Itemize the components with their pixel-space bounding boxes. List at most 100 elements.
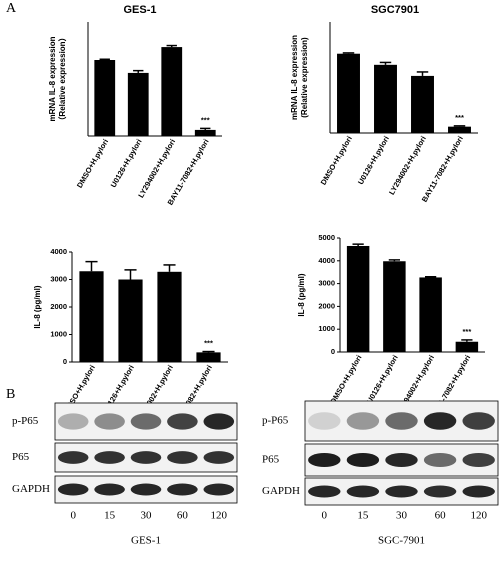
x-tick-label: DMSO+H.pylori [75,137,110,189]
blot-band [57,451,89,464]
bar [383,261,406,352]
x-tick-label: LY294002+H.pylori [387,134,428,196]
y-axis-label: (Relative expression) [300,37,309,118]
lane-label: 60 [435,510,447,522]
blot-band [167,483,198,496]
bar [118,279,143,362]
error-bar [124,269,137,280]
panel-label: A [6,1,17,16]
chart-title: GES-1 [123,4,156,16]
y-tick-label: 3000 [318,279,335,288]
bar [346,245,370,352]
blot-band [203,451,235,464]
blot-band [130,451,162,464]
blot-band [57,483,89,496]
lane-label: 0 [70,510,76,522]
blot-band [130,483,162,496]
y-tick-label: 0 [331,347,335,356]
error-bar [352,243,364,246]
x-tick-label: BAY11-7082+H.pylori [420,134,465,203]
y-tick-label: 3000 [50,274,67,283]
blot-band [130,413,162,430]
bar [161,47,183,136]
blot-band [57,413,89,430]
blot-band [308,412,341,430]
bar [448,126,471,133]
blot-band [203,483,235,496]
lane-label: 15 [357,510,369,522]
blot-band [94,483,125,496]
y-tick-label: 5000 [318,233,335,242]
cell-line-label: SGC-7901 [378,535,425,547]
blot-band [462,412,495,430]
bar [374,64,397,133]
x-tick-label: U0126+H.pylori [365,353,400,405]
blot-band [423,485,457,498]
panel-label: B [6,387,15,402]
blot-band [94,451,125,464]
y-axis-label: （Relative expression） [57,33,67,124]
error-bar [461,339,473,342]
y-axis-label: mRNA IL-8 expression [48,36,57,121]
cell-line-label: GES-1 [131,535,161,547]
bar [157,271,182,362]
blot-band [462,485,495,498]
y-axis-label: IL-8 (pg/ml) [33,285,42,328]
blot-band [346,412,380,430]
bar [79,271,104,362]
blot-band [167,451,198,464]
y-tick-label: 0 [63,357,67,366]
y-axis-label: mRNA IL-8 expression [290,35,299,120]
bar [337,53,360,133]
lane-label: 120 [470,510,487,522]
x-tick-label: LY294002+H.pylori [136,137,177,199]
blot-band [423,412,457,430]
blot-band [167,413,198,430]
bar [419,277,442,352]
y-tick-label: 1000 [318,324,335,333]
lane-label: 30 [396,510,408,522]
blot-row-label: P65 [12,451,30,463]
error-bar [99,58,110,60]
lane-label: 60 [177,510,189,522]
y-axis-label: IL-8 (pg/ml) [297,273,306,316]
error-bar [388,259,400,262]
blot-row-label: GAPDH [12,483,50,495]
error-bar [166,44,177,48]
error-bar [416,71,429,76]
x-tick-label: DMSO+H.pylori [328,353,363,405]
error-bar [425,276,437,278]
blot-band [308,485,341,498]
error-bar [85,260,98,272]
annotation: *** [201,115,210,124]
y-tick-label: 2000 [318,301,335,310]
lane-label: 15 [104,510,116,522]
blot-band [385,452,418,468]
blot-band [385,412,418,430]
bar [94,60,116,136]
blot-band [308,452,341,468]
y-tick-label: 2000 [50,302,67,311]
y-tick-label: 1000 [50,329,67,338]
bar [411,75,434,133]
blot-row-label: p-P65 [12,415,39,427]
annotation: *** [462,327,471,336]
blot-band [385,485,418,498]
x-tick-label: U0126+H.pylori [356,134,391,186]
blot-band [462,452,495,468]
error-bar [379,61,392,65]
bar [194,129,216,136]
x-tick-label: DMSO+H.pylori [319,134,354,186]
lane-label: 0 [322,510,328,522]
error-bar [342,52,355,54]
annotation: *** [204,339,213,348]
x-tick-label: U0126+H.pylori [109,137,144,189]
error-bar [133,69,144,73]
bar [455,341,479,352]
annotation: *** [455,113,464,122]
blot-band [94,413,125,430]
error-bar [163,264,176,272]
y-tick-label: 4000 [50,247,67,256]
blot-band [423,452,457,468]
